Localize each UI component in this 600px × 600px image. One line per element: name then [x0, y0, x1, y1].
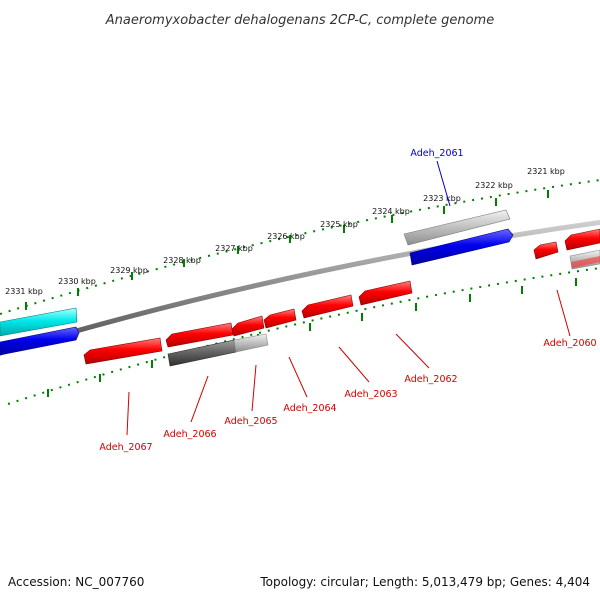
label-leader-adeh-2065 — [251, 364, 257, 412]
scale-label: 2321 kbp — [527, 167, 565, 176]
label-leader-adeh-2064 — [288, 356, 308, 398]
scale-label: 2327 kbp — [215, 244, 253, 253]
label-leader-adeh-2066 — [190, 375, 209, 423]
scale-label: 2330 kbp — [58, 277, 96, 286]
gene-feature-adeh-2061[interactable] — [403, 209, 511, 246]
gene-feature-adeh-2064[interactable] — [263, 308, 297, 329]
scale-label: 2326 kbp — [267, 232, 305, 241]
gene-feature-adeh-2062[interactable] — [358, 280, 413, 306]
label-leader-adeh-2060 — [556, 289, 571, 337]
gene-label-adeh-2067[interactable]: Adeh_2067 — [99, 442, 152, 453]
genome-backbone — [0, 219, 600, 356]
gene-label-adeh-2064[interactable]: Adeh_2064 — [283, 403, 336, 414]
gene-label-adeh-2060[interactable]: Adeh_2060 — [543, 338, 596, 349]
scale-label: 2325 kbp — [320, 220, 358, 229]
gene-feature-adeh-2060-a[interactable] — [533, 241, 559, 260]
gene-label-adeh-2065[interactable]: Adeh_2065 — [224, 416, 277, 427]
gene-label-adeh-2061[interactable]: Adeh_2061 — [410, 148, 463, 159]
gene-label-adeh-2062[interactable]: Adeh_2062 — [404, 374, 457, 385]
label-leader-adeh-2062 — [395, 333, 430, 369]
outer-scale-ticks — [25, 190, 549, 310]
scale-label: 2328 kbp — [163, 256, 201, 265]
gene-label-adeh-2066[interactable]: Adeh_2066 — [163, 429, 216, 440]
outer-scale-track — [0, 179, 600, 315]
scale-label: 2322 kbp — [475, 181, 513, 190]
gene-feature-pseudo-light[interactable] — [233, 333, 269, 353]
label-leader-adeh-2061 — [436, 160, 451, 207]
gene-feature-forward-2[interactable] — [409, 228, 514, 266]
accession-text: Accession: NC_007760 — [8, 575, 144, 589]
scale-label: 2324 kbp — [372, 207, 410, 216]
gene-feature-adeh-2060[interactable] — [564, 228, 600, 251]
label-leader-adeh-2067 — [126, 391, 130, 436]
inner-scale-track — [7, 267, 600, 405]
label-leader-adeh-2063 — [338, 346, 370, 383]
inner-scale-ticks — [47, 278, 577, 397]
gene-feature-adeh-2067[interactable] — [83, 337, 163, 365]
scale-label: 2323 kbp — [423, 194, 461, 203]
gene-feature-edge-gray[interactable] — [569, 249, 600, 270]
gene-feature-highlighted[interactable] — [0, 307, 78, 337]
gene-feature-forward-1[interactable] — [0, 326, 80, 356]
genome-summary-text: Topology: circular; Length: 5,013,479 bp… — [259, 575, 590, 589]
scale-label: 2331 kbp — [5, 287, 43, 296]
gene-label-adeh-2063[interactable]: Adeh_2063 — [344, 389, 397, 400]
gene-feature-adeh-2063[interactable] — [301, 294, 354, 319]
scale-label: 2329 kbp — [110, 266, 148, 275]
gene-feature-adeh-2065[interactable] — [231, 315, 265, 337]
map-title: Anaeromyxobacter dehalogenans 2CP-C, com… — [105, 13, 494, 28]
